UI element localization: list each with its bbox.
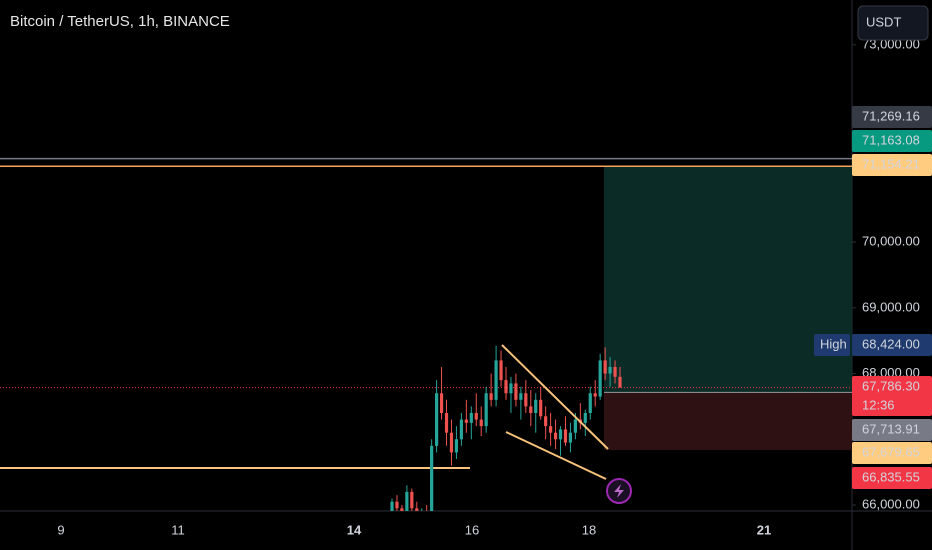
- price-tag: [852, 376, 932, 416]
- candle-body: [588, 393, 592, 413]
- currency-button[interactable]: [857, 5, 929, 41]
- candle-body: [479, 419, 483, 427]
- candle-body: [583, 412, 587, 423]
- candle-body: [534, 399, 538, 413]
- x-tick-label: 16: [465, 522, 479, 537]
- candle-body: [459, 419, 463, 440]
- candle-body: [509, 383, 513, 394]
- candle-body: [494, 360, 498, 400]
- price-tag-label: 67,713.91: [862, 421, 920, 436]
- candle-body: [410, 491, 414, 509]
- candle-body: [435, 393, 439, 446]
- candle-body: [524, 393, 528, 407]
- candle-body: [454, 439, 459, 453]
- candle-body: [489, 393, 493, 400]
- currency-button-label[interactable]: USDT: [866, 14, 901, 29]
- price-tag-caption-box: [814, 334, 850, 356]
- candle-body: [563, 429, 568, 443]
- candle-body: [568, 432, 573, 443]
- x-tick-label: 9: [57, 522, 64, 537]
- countdown: 12:36: [862, 397, 895, 412]
- candle-body: [464, 419, 468, 423]
- candle-body: [504, 380, 508, 394]
- price-tag: [852, 106, 932, 128]
- price-tag: [852, 154, 932, 176]
- price-tag-label: 71,163.08: [862, 132, 920, 147]
- candle-body: [405, 491, 409, 511]
- price-tag: [852, 334, 932, 356]
- candle-body: [593, 393, 597, 397]
- price-tag: [852, 419, 932, 441]
- candle-body: [474, 412, 478, 420]
- candle-body: [449, 432, 454, 453]
- candle-body: [499, 360, 503, 381]
- y-tick-label: 69,000.00: [862, 299, 920, 314]
- candle-body: [573, 419, 577, 433]
- candle-body: [400, 508, 404, 511]
- price-tag-label: 71,269.16: [862, 108, 920, 123]
- flag-trendline: [505, 431, 607, 480]
- y-tick-label: 70,000.00: [862, 234, 920, 249]
- price-tag-label: 67,786.30: [862, 378, 920, 393]
- candle-body: [484, 393, 488, 427]
- candle-body: [549, 426, 553, 433]
- candle-body: [613, 366, 617, 377]
- candle-body: [430, 445, 434, 511]
- candle-body: [558, 429, 563, 440]
- candle-body: [415, 508, 419, 511]
- candle-body: [618, 376, 622, 388]
- price-tag: [852, 467, 932, 489]
- candle-body: [603, 360, 607, 374]
- price-tag-label: 66,835.55: [862, 469, 920, 484]
- x-tick-label: 18: [582, 522, 596, 537]
- candle-body: [395, 501, 399, 509]
- price-tag: [852, 442, 932, 464]
- candle-body: [514, 383, 518, 400]
- chart-title: Bitcoin / TetherUS, 1h, BINANCE: [10, 13, 230, 30]
- candle-body: [529, 406, 533, 413]
- price-tag-caption: High: [820, 336, 847, 351]
- x-tick-label: 11: [171, 522, 185, 537]
- price-tag-label: 71,154.21: [862, 156, 920, 171]
- candle-body: [390, 501, 394, 511]
- candle-body: [519, 393, 523, 400]
- price-tag-label: 68,424.00: [862, 336, 920, 351]
- candle-body: [598, 360, 602, 397]
- flag-trendline: [501, 344, 609, 450]
- candle-body: [608, 366, 612, 374]
- target-zone: [604, 166, 852, 393]
- candle-body: [544, 416, 548, 427]
- x-tick-label: 21: [757, 522, 771, 537]
- price-tag: [852, 130, 932, 152]
- lightning-icon: [614, 484, 624, 498]
- price-tag-label: 67,679.65: [862, 444, 920, 459]
- candle-body: [444, 412, 449, 433]
- candle-body: [539, 399, 543, 417]
- x-tick-label: 14: [347, 522, 362, 537]
- y-tick-label: 66,000.00: [862, 496, 920, 511]
- stop-zone: [604, 392, 852, 451]
- candle-body: [553, 432, 558, 440]
- candle-body: [439, 393, 444, 413]
- candle-body: [469, 412, 473, 423]
